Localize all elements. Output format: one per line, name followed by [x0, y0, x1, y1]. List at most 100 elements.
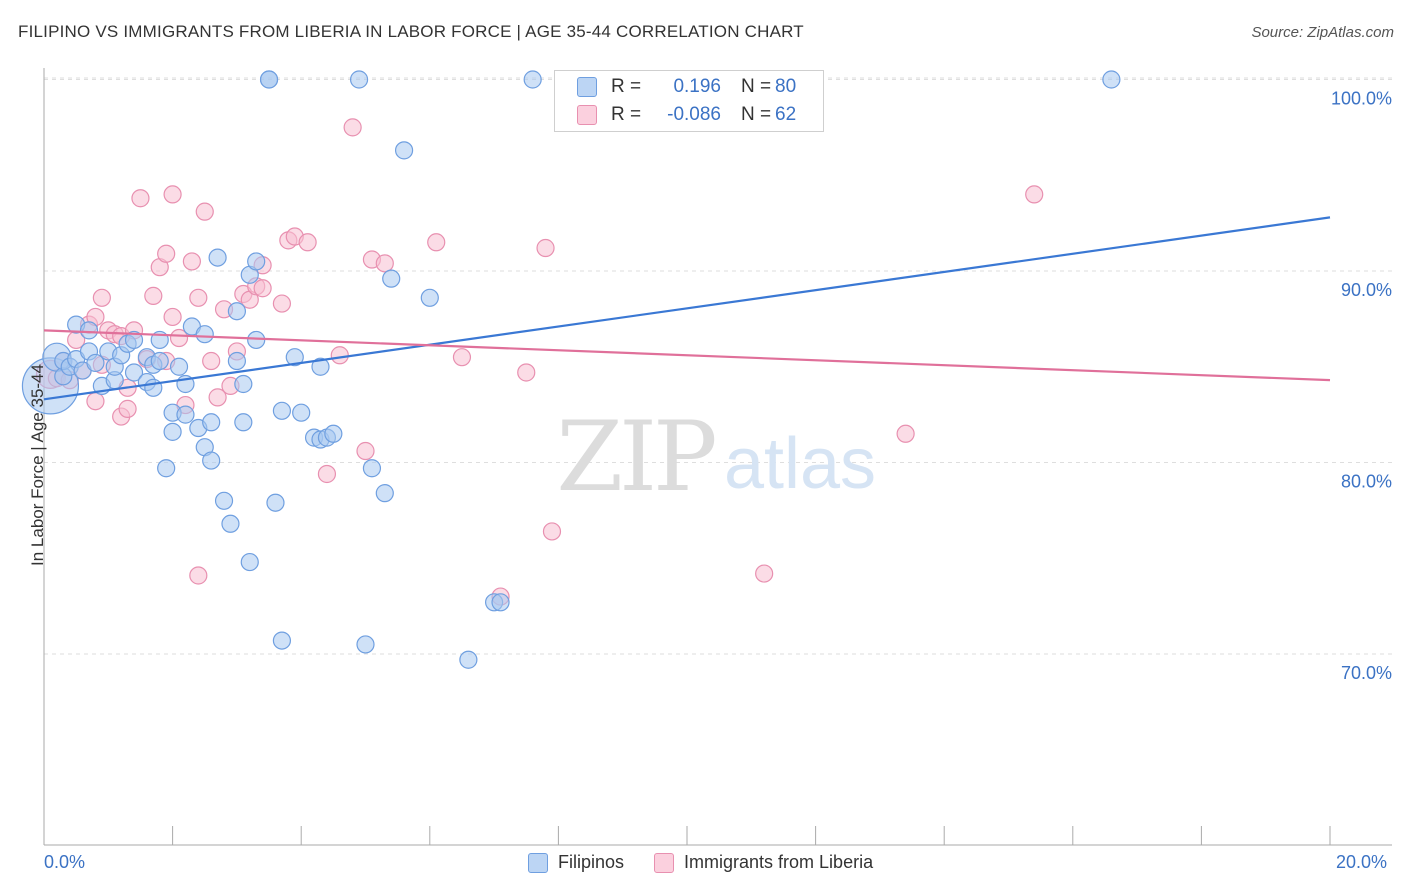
filipinos-point [234, 413, 253, 432]
filipinos-point [124, 363, 144, 382]
x-tick-label-min: 0.0% [44, 852, 86, 872]
liberia-point [356, 441, 375, 461]
stats-legend: R = 0.196 N = 80 R = -0.086 N = 62 [554, 70, 824, 132]
watermark: ZIP atlas [556, 401, 876, 513]
filipinos-point [292, 403, 311, 422]
liberia-point [118, 399, 137, 418]
filipinos-point [285, 348, 304, 367]
filipinos-point [311, 357, 330, 376]
liberia-point [330, 346, 349, 365]
liberia-point [157, 244, 176, 263]
liberia-point [163, 307, 182, 327]
legend-n-key: N = [741, 76, 772, 97]
liberia-point [253, 279, 272, 298]
legend-r-value-liberia: -0.086 [667, 104, 721, 125]
y-tick-label-90: 90.0% [1341, 280, 1392, 300]
liberia-point [272, 294, 292, 313]
watermark-atlas: atlas [724, 424, 876, 504]
liberia-point [755, 564, 774, 583]
filipinos-point [382, 269, 401, 288]
liberia-point [536, 238, 555, 258]
axes [43, 68, 1392, 846]
liberia-point [298, 233, 317, 252]
liberia-point [452, 348, 472, 367]
liberia-point [317, 464, 337, 484]
liberia-point [208, 388, 227, 407]
liberia-point [169, 328, 189, 348]
liberia-point [343, 118, 362, 137]
liberia-point [189, 288, 208, 307]
liberia-point [195, 202, 214, 221]
filipinos-point [169, 357, 189, 376]
filipinos-points-blue [21, 70, 1121, 669]
filipinos-point [234, 374, 253, 394]
filipinos-point [1102, 70, 1121, 89]
liberia-point [375, 254, 394, 273]
filipinos-point [247, 330, 266, 350]
liberia-point [182, 252, 201, 271]
legend-item-liberia: Immigrants from Liberia [654, 852, 873, 873]
legend-swatch-liberia [654, 852, 675, 873]
y-tick-label-70: 70.0% [1341, 663, 1392, 683]
liberia-point [517, 363, 536, 382]
filipinos-trend-line [43, 216, 1331, 401]
series-legend: Filipinos Immigrants from Liberia [528, 852, 903, 873]
filipinos-point [86, 353, 105, 373]
source-label: Source: ZipAtlas.com [1251, 24, 1394, 41]
filipinos-point [227, 351, 246, 371]
filipinos-point [356, 635, 375, 654]
filipinos-point [247, 252, 266, 271]
legend-label-filipinos: Filipinos [558, 852, 625, 872]
liberia-point [131, 189, 150, 208]
liberia-point [86, 392, 105, 411]
filipinos-point [176, 405, 195, 424]
filipinos-points [35, 118, 1044, 606]
liberia-point [189, 566, 208, 585]
legend-swatch-liberia [577, 105, 597, 125]
legend-r-value-filipinos: 0.196 [673, 76, 721, 97]
filipinos-point [349, 70, 369, 89]
watermark-zip: ZIP [556, 401, 715, 513]
legend-row-liberia: R = -0.086 N = 62 [577, 101, 796, 129]
legend-swatch-filipinos [577, 77, 597, 97]
filipinos-point [420, 288, 439, 307]
filipinos-point [202, 451, 221, 470]
liberia-point [896, 424, 915, 443]
filipinos-point [272, 631, 292, 650]
y-tick-label-100: 100.0% [1331, 89, 1392, 109]
liberia-point [163, 185, 182, 204]
filipinos-point [272, 401, 292, 420]
legend-swatch-filipinos [528, 852, 548, 873]
x-tick-label-max: 20.0% [1336, 852, 1388, 872]
filipinos-point [491, 593, 510, 612]
filipinos-point [240, 552, 259, 572]
filipinos-point [157, 459, 176, 478]
filipinos-point [394, 141, 414, 160]
liberia-point [427, 233, 446, 252]
y-tick-label-80: 80.0% [1341, 472, 1392, 492]
liberia-point [144, 286, 163, 305]
filipinos-point [79, 321, 99, 340]
filipinos-point [208, 248, 227, 267]
filipinos-point [124, 330, 144, 350]
legend-label-liberia: Immigrants from Liberia [684, 852, 874, 872]
filipinos-point [221, 514, 240, 533]
liberia-point [202, 351, 221, 371]
filipinos-point [375, 484, 394, 503]
filipinos-point [163, 422, 182, 441]
filipinos-point [266, 493, 285, 512]
filipinos-point [214, 491, 234, 510]
liberia-trend-line [43, 329, 1331, 382]
filipinos-point [259, 70, 279, 89]
liberia-point [1025, 185, 1044, 204]
filipinos-point [150, 351, 169, 371]
legend-item-filipinos: Filipinos [528, 852, 624, 873]
legend-n-key: N = [741, 104, 772, 125]
liberia-point [542, 522, 562, 541]
filipinos-point [202, 413, 221, 432]
y-tick-labels: 70.0% 80.0% 90.0% 100.0% [1331, 89, 1392, 684]
legend-n-value-liberia: 62 [775, 104, 797, 125]
y-axis-label: In Labor Force | Age 35-44 [28, 364, 47, 566]
liberia-point [92, 288, 111, 307]
chart-title: FILIPINO VS IMMIGRANTS FROM LIBERIA IN L… [18, 22, 804, 41]
